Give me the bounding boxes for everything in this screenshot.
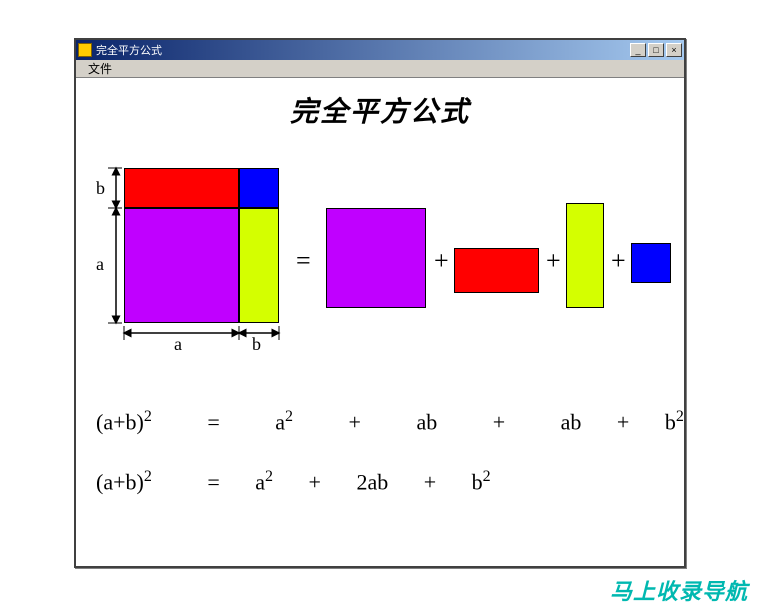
f2-t2: 2ab: [356, 469, 388, 494]
operator-plus-2: +: [546, 246, 561, 276]
formula-line-1: (a+b)2 = a2 + ab + ab + b2: [96, 408, 664, 435]
f1-t2: ab: [416, 409, 437, 434]
f2-p2: +: [424, 469, 436, 494]
f2-lhs-exp: 2: [144, 468, 152, 485]
f2-t3-exp: 2: [483, 468, 491, 485]
dim-label-b-bottom: b: [252, 334, 261, 355]
maximize-button[interactable]: □: [648, 43, 664, 57]
page-title: 完全平方公式: [76, 90, 684, 130]
diagram-area: b a a b: [96, 168, 674, 378]
f2-p1: +: [309, 469, 321, 494]
operator-plus-1: +: [434, 246, 449, 276]
composite-purple-a2: [124, 208, 239, 323]
f1-lhs-exp: 2: [144, 408, 152, 425]
operator-eq: =: [296, 246, 311, 276]
f2-t1: a: [255, 469, 265, 494]
f2-lhs: (a+b): [96, 469, 144, 494]
menu-file[interactable]: 文件: [82, 60, 118, 77]
composite-blue-b2: [239, 168, 279, 208]
piece-red-ab: [454, 248, 539, 293]
piece-blue-b2: [631, 243, 671, 283]
f2-t1-exp: 2: [265, 468, 273, 485]
composite-yellow-ab: [239, 208, 279, 323]
f1-p2: +: [493, 409, 505, 434]
f1-t1-exp: 2: [285, 408, 293, 425]
f1-lhs: (a+b): [96, 409, 144, 434]
titlebar[interactable]: 完全平方公式 _ □ ×: [76, 40, 684, 60]
f1-p1: +: [349, 409, 361, 434]
app-icon: [78, 43, 92, 57]
dim-label-a-bottom: a: [174, 334, 182, 355]
window-buttons: _ □ ×: [630, 43, 682, 57]
formula-line-2: (a+b)2 = a2 + 2ab + b2: [96, 468, 664, 495]
f1-t4-exp: 2: [676, 408, 684, 425]
f1-t3: ab: [561, 409, 582, 434]
dim-label-b-left: b: [96, 178, 105, 199]
watermark: 马上收录导航: [610, 574, 748, 606]
f2-t3: b: [472, 469, 483, 494]
piece-purple-a2: [326, 208, 426, 308]
menubar: 文件: [76, 60, 684, 78]
dim-label-a-left: a: [96, 254, 104, 275]
dimension-left-arrows-icon: [102, 168, 122, 323]
close-button[interactable]: ×: [666, 43, 682, 57]
f1-p3: +: [617, 409, 629, 434]
composite-red-ab: [124, 168, 239, 208]
f1-t1: a: [275, 409, 285, 434]
minimize-button[interactable]: _: [630, 43, 646, 57]
app-window: 完全平方公式 _ □ × 文件 完全平方公式: [74, 38, 686, 568]
client-area: 完全平方公式: [76, 78, 684, 566]
f2-eq: =: [207, 469, 219, 494]
operator-plus-3: +: [611, 246, 626, 276]
window-title: 完全平方公式: [96, 42, 630, 58]
piece-yellow-ab: [566, 203, 604, 308]
dimension-bottom: a b: [124, 326, 279, 346]
dimension-left: b a: [102, 168, 122, 323]
f1-t4: b: [665, 409, 676, 434]
f1-eq: =: [207, 409, 219, 434]
